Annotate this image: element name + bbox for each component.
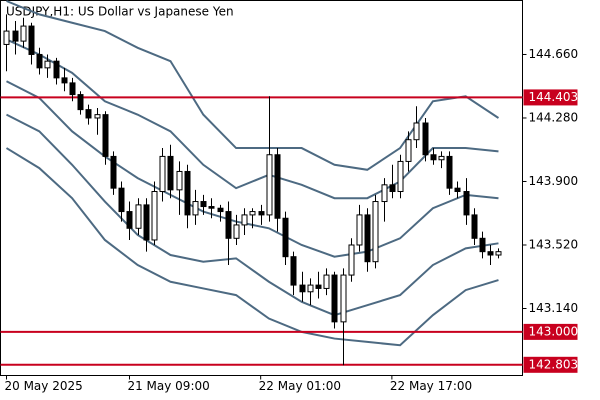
- candle-body: [340, 274, 347, 323]
- x-tick-label: 20 May 2025: [4, 379, 82, 393]
- candle-body: [36, 53, 43, 69]
- candle-body: [471, 214, 478, 239]
- candle-body: [422, 122, 429, 156]
- y-tick-label: 143.520: [529, 237, 579, 251]
- candle-body: [126, 211, 133, 229]
- candle-body: [118, 187, 125, 213]
- candle-body: [94, 114, 101, 119]
- x-tick-label: 22 May 01:00: [259, 379, 341, 393]
- candle-body: [159, 155, 166, 193]
- candle-body: [176, 170, 183, 191]
- candle-body: [225, 211, 232, 239]
- y-tick-label: 144.280: [529, 110, 579, 124]
- level-label: 144.403: [529, 90, 579, 104]
- candle-body: [381, 184, 388, 203]
- candle-body: [20, 25, 27, 42]
- candle-body: [282, 217, 289, 258]
- candle-body: [290, 256, 297, 286]
- candle-body: [53, 60, 60, 79]
- x-tick-label: 22 May 17:00: [390, 379, 472, 393]
- candle-body: [143, 204, 150, 241]
- candle-body: [446, 155, 453, 189]
- candle-body: [463, 191, 470, 216]
- candle-body: [3, 30, 10, 45]
- candle-body: [487, 251, 494, 256]
- candle-body: [454, 187, 461, 193]
- y-tick-label: 143.140: [529, 301, 579, 315]
- chart-title: USDJPY,H1: US Dollar vs Japanese Yen: [6, 5, 234, 19]
- candle-body: [258, 211, 265, 216]
- bollinger-band: [6, 113, 499, 317]
- candle-body: [217, 207, 224, 213]
- candle-body: [85, 109, 92, 119]
- candle-body: [323, 274, 330, 289]
- candle-body: [389, 184, 396, 193]
- candle-body: [208, 206, 215, 209]
- candle-body: [135, 204, 142, 229]
- candle-body: [372, 201, 379, 263]
- candle-body: [249, 211, 256, 216]
- bollinger-band: [5, 147, 499, 347]
- candle-body: [233, 224, 240, 239]
- level-label-bg: [523, 323, 578, 340]
- candle-body: [274, 154, 281, 219]
- candle-body: [12, 30, 19, 42]
- level-label-bg: [523, 356, 578, 373]
- candle-body: [167, 155, 174, 191]
- candle-body: [69, 82, 76, 96]
- level-label-bg: [523, 89, 578, 106]
- bollinger-band: [6, 38, 499, 200]
- candle-body: [102, 114, 109, 157]
- candle-body: [479, 237, 486, 253]
- candle-body: [438, 155, 445, 161]
- candle-body: [241, 214, 248, 226]
- candle-body: [200, 201, 207, 208]
- candle-body: [364, 214, 371, 263]
- y-tick-label: 143.900: [529, 174, 579, 188]
- level-label: 142.803: [529, 357, 579, 371]
- candle-body: [397, 160, 404, 193]
- plot-frame: [0, 0, 523, 376]
- level-label: 143.000: [529, 324, 579, 338]
- candle-body: [307, 284, 314, 293]
- candle-body: [348, 244, 355, 276]
- candle-body: [44, 60, 51, 69]
- candle-body: [151, 191, 158, 241]
- candle-body: [266, 154, 273, 216]
- candle-body: [356, 214, 363, 246]
- candle-body: [28, 25, 35, 55]
- candle-body: [299, 284, 306, 293]
- candle-body: [315, 284, 322, 289]
- candle-body: [430, 154, 437, 161]
- candle-body: [77, 94, 84, 111]
- candle-body: [413, 122, 420, 141]
- candle-body: [495, 251, 502, 256]
- candle-body: [61, 77, 68, 84]
- candle-body: [184, 170, 191, 216]
- candle-body: [405, 139, 412, 162]
- candle-body: [192, 201, 199, 216]
- y-tick-label: 144.660: [529, 47, 579, 61]
- candle-body: [331, 274, 338, 323]
- candle-body: [110, 155, 117, 189]
- x-tick-label: 21 May 09:00: [127, 379, 209, 393]
